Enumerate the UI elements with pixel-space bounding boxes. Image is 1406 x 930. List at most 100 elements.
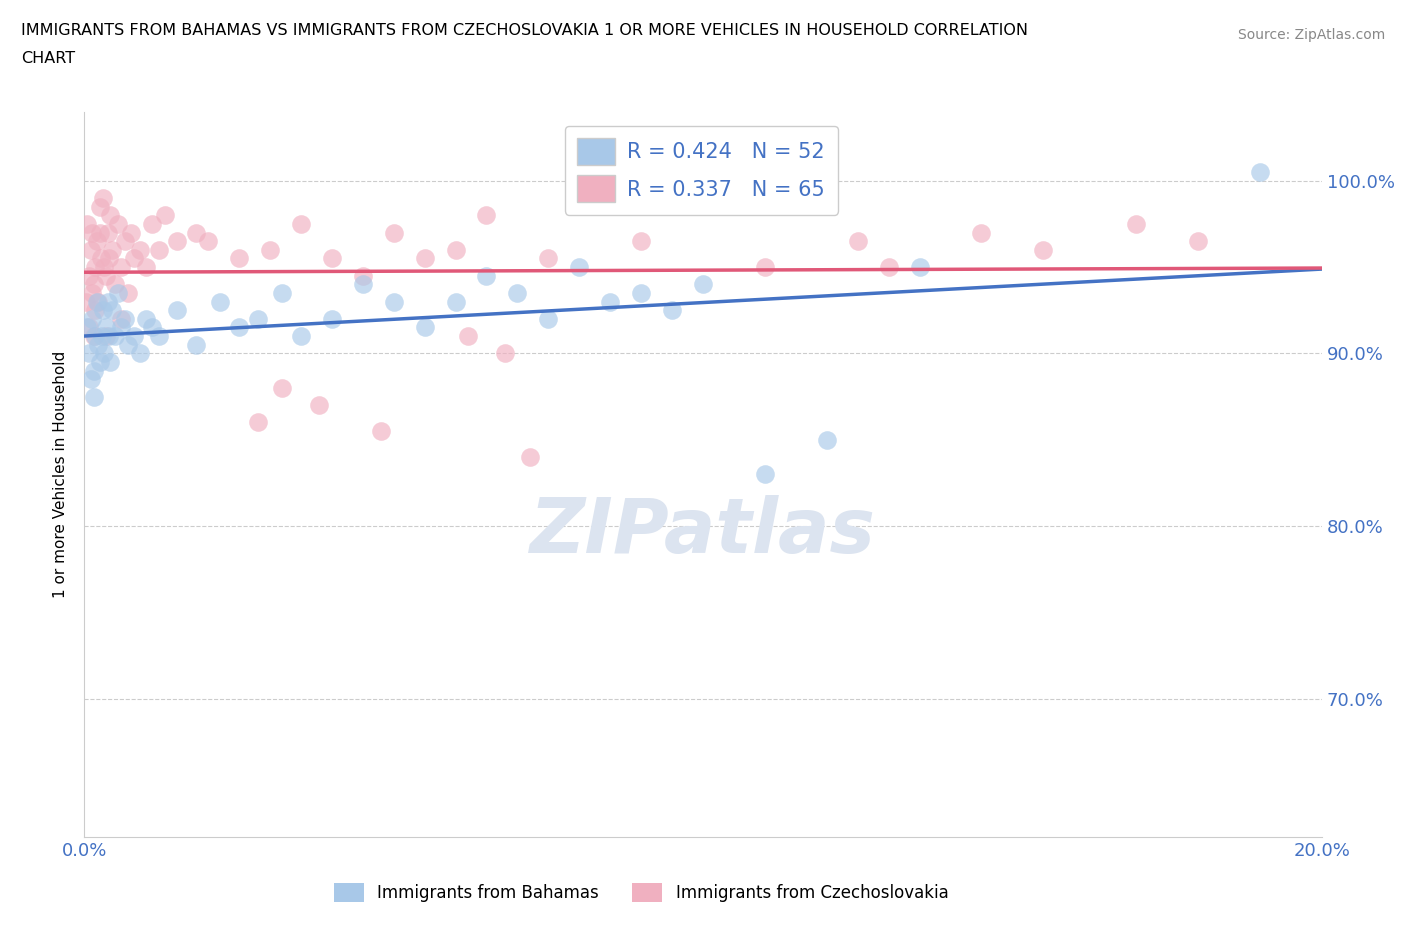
Point — [846, 233, 869, 248]
Point — [290, 217, 312, 232]
Text: CHART: CHART — [21, 51, 75, 66]
Point — [444, 243, 467, 258]
Point — [141, 320, 163, 335]
Point — [1125, 217, 1147, 232]
Point — [1249, 165, 1271, 179]
Point — [184, 338, 207, 352]
Point — [228, 251, 250, 266]
Point — [82, 225, 104, 240]
Point — [166, 303, 188, 318]
Point — [117, 286, 139, 300]
Point — [87, 294, 110, 309]
Point — [89, 225, 111, 240]
Point — [83, 259, 105, 274]
Point — [537, 251, 560, 266]
Point — [519, 449, 541, 464]
Text: IMMIGRANTS FROM BAHAMAS VS IMMIGRANTS FROM CZECHOSLOVAKIA 1 OR MORE VEHICLES IN : IMMIGRANTS FROM BAHAMAS VS IMMIGRANTS FR… — [21, 23, 1028, 38]
Point — [754, 467, 776, 482]
Point — [537, 312, 560, 326]
Point — [209, 294, 232, 309]
Point — [630, 286, 652, 300]
Point — [135, 312, 157, 326]
Legend: Immigrants from Bahamas, Immigrants from Czechoslovakia: Immigrants from Bahamas, Immigrants from… — [328, 876, 955, 909]
Point — [93, 259, 115, 274]
Point — [599, 294, 621, 309]
Point — [94, 328, 117, 343]
Point — [475, 268, 498, 283]
Point — [815, 432, 838, 447]
Point — [80, 312, 103, 326]
Point — [475, 207, 498, 222]
Point — [148, 243, 170, 258]
Point — [246, 312, 269, 326]
Point — [79, 320, 101, 335]
Point — [197, 233, 219, 248]
Point — [110, 320, 132, 335]
Point — [101, 243, 124, 258]
Point — [444, 294, 467, 309]
Point — [114, 233, 136, 248]
Point — [141, 217, 163, 232]
Point — [877, 259, 900, 274]
Point — [413, 320, 436, 335]
Point — [97, 225, 120, 240]
Point — [94, 320, 117, 335]
Point — [97, 294, 120, 309]
Y-axis label: 1 or more Vehicles in Household: 1 or more Vehicles in Household — [53, 351, 69, 598]
Point — [135, 259, 157, 274]
Point — [77, 268, 100, 283]
Point — [86, 294, 108, 309]
Point — [457, 328, 479, 343]
Point — [153, 207, 176, 222]
Point — [84, 303, 107, 318]
Point — [148, 328, 170, 343]
Point — [271, 380, 294, 395]
Point — [352, 277, 374, 292]
Point — [122, 328, 145, 343]
Point — [98, 328, 121, 343]
Point — [321, 251, 343, 266]
Point — [110, 312, 132, 326]
Point — [91, 303, 114, 318]
Point — [370, 424, 392, 439]
Point — [107, 286, 129, 300]
Point — [661, 303, 683, 318]
Point — [120, 225, 142, 240]
Point — [228, 320, 250, 335]
Point — [75, 294, 97, 309]
Point — [90, 251, 112, 266]
Point — [104, 328, 127, 343]
Point — [630, 233, 652, 248]
Point — [129, 243, 152, 258]
Point — [86, 233, 108, 248]
Point — [94, 268, 117, 283]
Point — [104, 277, 127, 292]
Point — [382, 294, 405, 309]
Point — [89, 199, 111, 214]
Point — [87, 338, 110, 352]
Point — [83, 364, 105, 379]
Point — [568, 259, 591, 274]
Point — [83, 277, 105, 292]
Point — [117, 338, 139, 352]
Point — [110, 259, 132, 274]
Point — [259, 243, 281, 258]
Point — [79, 372, 101, 387]
Point — [83, 389, 105, 404]
Point — [114, 312, 136, 326]
Point — [98, 354, 121, 369]
Text: ZIPatlas: ZIPatlas — [530, 496, 876, 569]
Point — [80, 286, 103, 300]
Point — [166, 233, 188, 248]
Point — [970, 225, 993, 240]
Point — [76, 217, 98, 232]
Point — [90, 328, 112, 343]
Point — [84, 328, 107, 343]
Point — [89, 354, 111, 369]
Point — [321, 312, 343, 326]
Point — [98, 207, 121, 222]
Point — [908, 259, 931, 274]
Point — [83, 328, 105, 343]
Point — [107, 217, 129, 232]
Point — [754, 259, 776, 274]
